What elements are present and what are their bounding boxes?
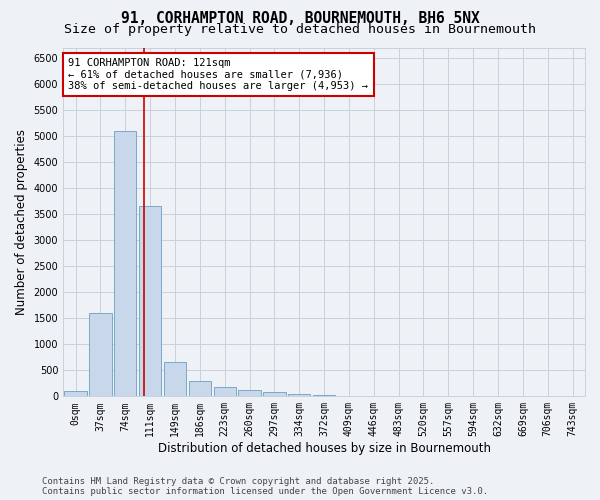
Text: 91 CORHAMPTON ROAD: 121sqm
← 61% of detached houses are smaller (7,936)
38% of s: 91 CORHAMPTON ROAD: 121sqm ← 61% of deta… <box>68 58 368 91</box>
Bar <box>288 394 310 396</box>
Y-axis label: Number of detached properties: Number of detached properties <box>15 129 28 315</box>
Text: 91, CORHAMPTON ROAD, BOURNEMOUTH, BH6 5NX: 91, CORHAMPTON ROAD, BOURNEMOUTH, BH6 5N… <box>121 11 479 26</box>
Text: Size of property relative to detached houses in Bournemouth: Size of property relative to detached ho… <box>64 22 536 36</box>
Bar <box>313 395 335 396</box>
Bar <box>89 313 112 396</box>
Bar <box>238 390 261 396</box>
Bar <box>214 387 236 396</box>
Bar <box>188 380 211 396</box>
Bar <box>164 362 186 396</box>
X-axis label: Distribution of detached houses by size in Bournemouth: Distribution of detached houses by size … <box>158 442 491 455</box>
Bar <box>114 131 136 396</box>
Bar <box>139 206 161 396</box>
Bar <box>64 391 87 396</box>
Bar <box>263 392 286 396</box>
Text: Contains HM Land Registry data © Crown copyright and database right 2025.
Contai: Contains HM Land Registry data © Crown c… <box>42 476 488 496</box>
